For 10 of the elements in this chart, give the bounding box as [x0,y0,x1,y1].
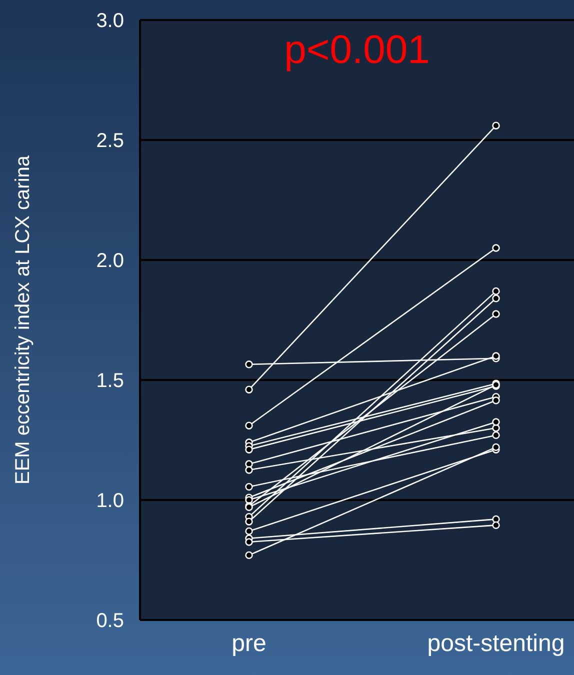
y-tick-label: 3.0 [96,10,124,32]
y-tick-label: 1.5 [96,370,124,392]
x-tick-label: pre [232,630,266,658]
y-tick-label: 2.0 [96,250,124,272]
y-tick-label: 1.0 [96,490,124,512]
y-tick-label: 0.5 [96,610,124,632]
y-axis-title: EEM eccentricity index at LCX carina [12,154,34,485]
y-tick-label: 2.5 [96,130,124,152]
x-tick-label: post-stenting [427,630,565,658]
annotation: p<0.001 [283,28,431,73]
